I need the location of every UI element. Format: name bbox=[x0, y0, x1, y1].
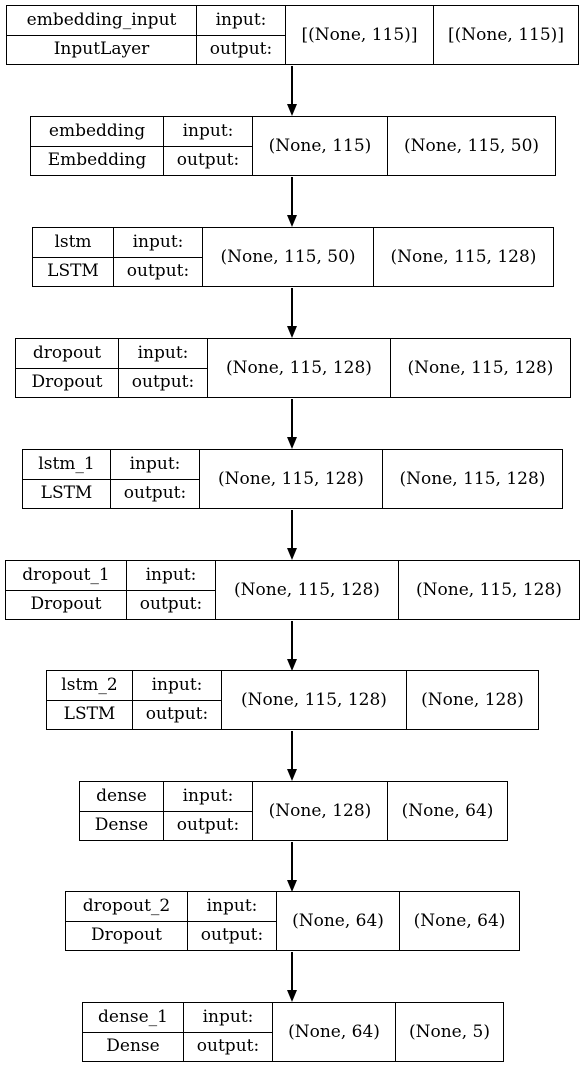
input-shape: (None, 64) bbox=[288, 1021, 380, 1042]
layer-meta: lstm input: LSTM output: bbox=[33, 228, 203, 286]
input-shape: (None, 115, 128) bbox=[234, 579, 380, 600]
output-label: output: bbox=[176, 150, 240, 171]
input-label: input: bbox=[215, 9, 267, 30]
output-shape: (None, 5) bbox=[395, 1003, 503, 1061]
input-label: input: bbox=[137, 342, 189, 363]
layer-name: lstm_2 bbox=[47, 671, 133, 700]
layer-type: Dropout bbox=[16, 368, 119, 397]
output-label: output: bbox=[145, 704, 209, 725]
layer-node: dropout_2 input: Dropout output: (None, … bbox=[65, 891, 520, 951]
output-shape: (None, 115, 128) bbox=[390, 339, 570, 397]
output-label: output: bbox=[123, 483, 187, 504]
output-shape: (None, 115, 50) bbox=[387, 117, 555, 175]
output-shape: (None, 115, 128) bbox=[373, 228, 553, 286]
output-label: output: bbox=[200, 925, 264, 946]
input-shape: (None, 115) bbox=[268, 135, 372, 156]
layer-meta: embedding_input input: InputLayer output… bbox=[7, 6, 286, 64]
input-shape: (None, 64) bbox=[292, 910, 384, 931]
layer-name: lstm bbox=[33, 228, 114, 257]
layer-meta: lstm_1 input: LSTM output: bbox=[23, 450, 200, 508]
input-label: input: bbox=[202, 1006, 254, 1027]
layer-type: InputLayer bbox=[7, 35, 197, 64]
layer-name: embedding_input bbox=[7, 6, 197, 35]
layer-node: dense input: Dense output: (None, 128) (… bbox=[79, 781, 508, 841]
output-shape: (None, 115, 128) bbox=[382, 450, 562, 508]
output-label: output: bbox=[209, 39, 273, 60]
layer-type: LSTM bbox=[23, 479, 111, 508]
input-shape: (None, 128) bbox=[268, 800, 372, 821]
layer-node: embedding input: Embedding output: (None… bbox=[30, 116, 556, 176]
layer-name: dense bbox=[80, 782, 164, 811]
layer-meta: dense_1 input: Dense output: bbox=[83, 1003, 273, 1061]
layer-type: LSTM bbox=[47, 700, 133, 729]
output-label: output: bbox=[196, 1036, 260, 1057]
layer-node: lstm_2 input: LSTM output: (None, 115, 1… bbox=[46, 670, 539, 730]
layer-node: embedding_input input: InputLayer output… bbox=[6, 5, 579, 65]
input-shape: [(None, 115)] bbox=[301, 24, 418, 45]
layer-name: dropout_1 bbox=[6, 561, 127, 590]
output-shape: (None, 64) bbox=[387, 782, 507, 840]
output-label: output: bbox=[131, 372, 195, 393]
output-shape: (None, 115, 128) bbox=[398, 561, 579, 619]
layer-name: dense_1 bbox=[83, 1003, 184, 1032]
output-label: output: bbox=[126, 261, 190, 282]
input-shape: (None, 115, 50) bbox=[220, 246, 356, 267]
input-label: input: bbox=[151, 674, 203, 695]
input-label: input: bbox=[182, 785, 234, 806]
input-shape: (None, 115, 128) bbox=[226, 357, 372, 378]
layer-name: dropout bbox=[16, 339, 119, 368]
layer-type: Dropout bbox=[6, 590, 127, 619]
layer-name: embedding bbox=[31, 117, 164, 146]
layer-meta: dropout_2 input: Dropout output: bbox=[66, 892, 277, 950]
input-shape: (None, 115, 128) bbox=[218, 468, 364, 489]
layer-meta: embedding input: Embedding output: bbox=[31, 117, 253, 175]
input-label: input: bbox=[206, 895, 258, 916]
layer-meta: dropout input: Dropout output: bbox=[16, 339, 208, 397]
output-shape: [(None, 115)] bbox=[433, 6, 578, 64]
layer-name: dropout_2 bbox=[66, 892, 188, 921]
layer-type: Dense bbox=[83, 1032, 184, 1061]
layer-type: LSTM bbox=[33, 257, 114, 286]
input-shape: (None, 115, 128) bbox=[241, 689, 387, 710]
layer-type: Dropout bbox=[66, 921, 188, 950]
input-label: input: bbox=[145, 564, 197, 585]
layer-node: dense_1 input: Dense output: (None, 64) … bbox=[82, 1002, 504, 1062]
layer-meta: lstm_2 input: LSTM output: bbox=[47, 671, 222, 729]
layer-node: lstm input: LSTM output: (None, 115, 50)… bbox=[32, 227, 554, 287]
input-label: input: bbox=[132, 231, 184, 252]
layer-node: dropout_1 input: Dropout output: (None, … bbox=[5, 560, 580, 620]
layer-node: lstm_1 input: LSTM output: (None, 115, 1… bbox=[22, 449, 563, 509]
output-shape: (None, 64) bbox=[399, 892, 519, 950]
input-label: input: bbox=[182, 120, 234, 141]
output-label: output: bbox=[139, 594, 203, 615]
input-label: input: bbox=[129, 453, 181, 474]
layer-node: dropout input: Dropout output: (None, 11… bbox=[15, 338, 571, 398]
output-shape: (None, 128) bbox=[406, 671, 538, 729]
layer-meta: dense input: Dense output: bbox=[80, 782, 253, 840]
layer-meta: dropout_1 input: Dropout output: bbox=[6, 561, 216, 619]
layer-type: Dense bbox=[80, 811, 164, 840]
output-label: output: bbox=[176, 815, 240, 836]
layer-type: Embedding bbox=[31, 146, 164, 175]
layer-name: lstm_1 bbox=[23, 450, 111, 479]
